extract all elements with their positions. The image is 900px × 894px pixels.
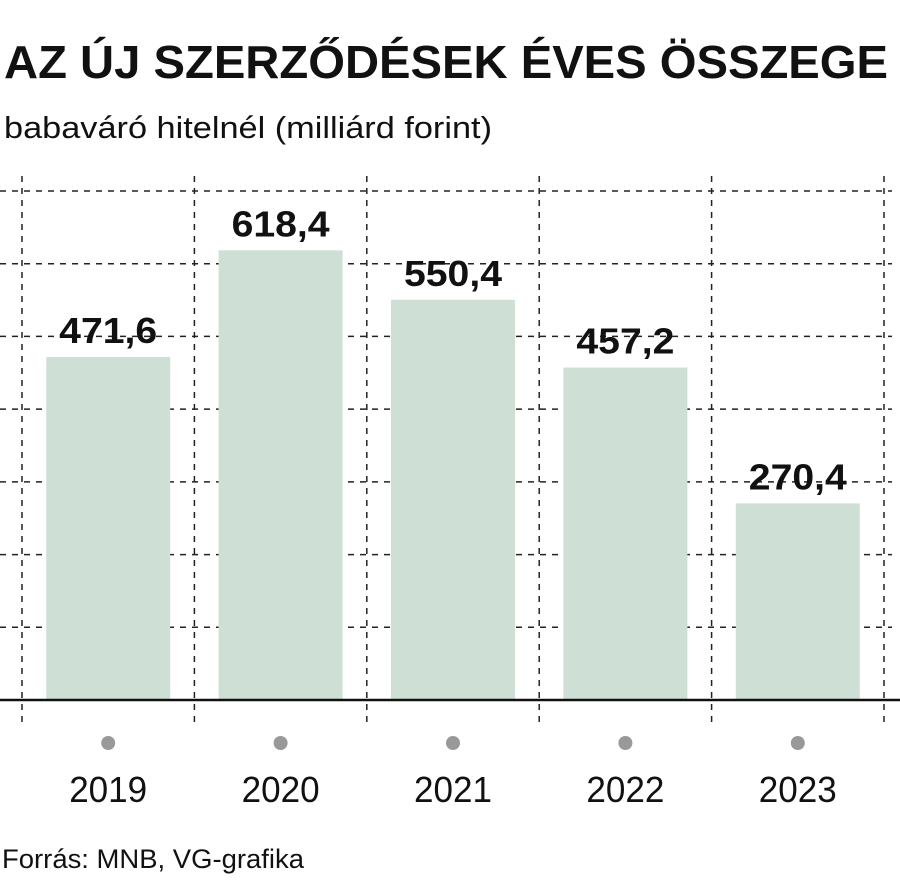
value-label: 457,2 [576,321,674,362]
bar [46,357,171,700]
value-label: 618,4 [232,203,330,244]
bar [735,503,860,700]
x-tick-label: 2019 [69,769,147,810]
bar [563,367,688,700]
dot [273,736,288,750]
dot [446,736,460,750]
x-tick-label: 2022 [586,769,664,810]
bar [218,250,343,701]
dot [790,736,805,750]
dot [618,736,633,750]
chart-subtitle: babaváró hitelnél (milliárd forint) [4,110,492,145]
value-label: 270,4 [749,456,847,497]
dot [101,736,116,750]
value-label: 550,4 [404,253,502,294]
x-tick-label: 2023 [759,769,837,810]
x-tick-label: 2020 [242,769,320,810]
source: Forrás: MNB, VG-grafika [2,844,305,874]
x-tick-label: 2021 [414,769,492,810]
bar [391,299,515,700]
chart-title: AZ ÚJ SZERZŐDÉSEK ÉVES ÖSSZEGE [4,36,888,88]
value-label: 471,6 [59,310,157,351]
